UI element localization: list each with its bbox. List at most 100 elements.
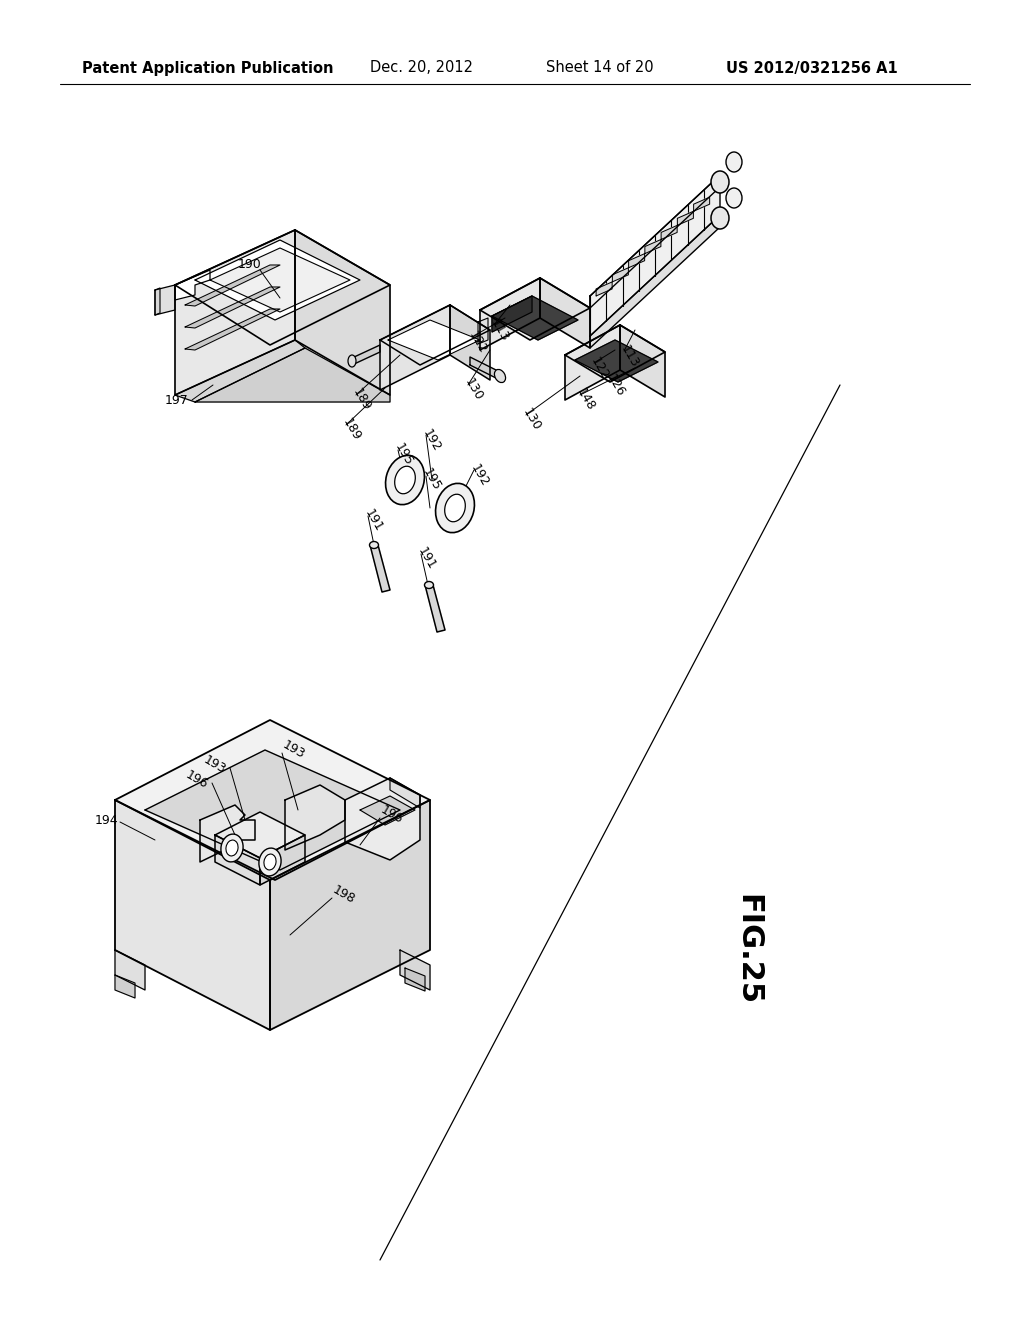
Ellipse shape [711,172,729,193]
Polygon shape [620,325,665,397]
Text: 122: 122 [466,329,489,355]
Text: 197: 197 [164,393,188,407]
Polygon shape [612,268,629,281]
Text: 195: 195 [392,441,415,469]
Ellipse shape [726,152,742,172]
Polygon shape [478,318,488,345]
Polygon shape [185,265,280,306]
Polygon shape [406,968,425,991]
Ellipse shape [435,483,474,533]
Polygon shape [388,319,480,360]
Text: 192: 192 [468,462,492,488]
Polygon shape [200,805,255,862]
Ellipse shape [711,207,729,228]
Polygon shape [175,230,390,345]
Polygon shape [677,211,693,226]
Text: FIG.25: FIG.25 [733,895,763,1006]
Polygon shape [480,279,540,350]
Text: 122: 122 [588,355,611,381]
Ellipse shape [221,834,243,862]
Polygon shape [270,800,430,1030]
Ellipse shape [386,455,425,504]
Polygon shape [295,230,390,395]
Polygon shape [210,248,350,312]
Polygon shape [565,325,665,381]
Ellipse shape [425,582,433,589]
Text: 189: 189 [340,417,364,444]
Polygon shape [115,950,145,990]
Text: 195: 195 [420,466,443,494]
Polygon shape [629,253,645,268]
Ellipse shape [370,541,379,549]
Text: 191: 191 [362,507,385,533]
Ellipse shape [726,187,742,209]
Polygon shape [662,226,677,239]
Polygon shape [285,785,345,850]
Polygon shape [390,777,420,808]
Polygon shape [450,305,490,380]
Polygon shape [565,325,620,400]
Polygon shape [185,286,280,327]
Polygon shape [345,777,420,861]
Polygon shape [195,240,360,319]
Polygon shape [380,305,490,366]
Text: 130: 130 [462,376,485,404]
Polygon shape [115,719,430,880]
Text: Sheet 14 of 20: Sheet 14 of 20 [546,61,653,75]
Polygon shape [155,285,175,315]
Polygon shape [400,950,430,990]
Polygon shape [596,282,612,296]
Polygon shape [175,271,210,300]
Polygon shape [575,341,658,381]
Polygon shape [352,345,380,366]
Polygon shape [260,836,305,884]
Text: US 2012/0321256 A1: US 2012/0321256 A1 [726,61,898,75]
Polygon shape [645,239,660,253]
Text: 126: 126 [604,371,627,399]
Polygon shape [492,296,578,341]
Ellipse shape [264,854,276,870]
Polygon shape [215,812,305,858]
Text: Dec. 20, 2012: Dec. 20, 2012 [370,61,473,75]
Text: 113: 113 [618,342,641,370]
Text: 198: 198 [330,883,357,907]
Polygon shape [115,975,135,998]
Text: 194: 194 [94,813,118,826]
Polygon shape [175,230,295,395]
Ellipse shape [495,370,506,383]
Polygon shape [360,796,415,825]
Ellipse shape [444,494,465,521]
Text: 193: 193 [280,738,307,762]
Polygon shape [590,215,720,348]
Polygon shape [370,545,390,591]
Text: 148: 148 [574,387,597,413]
Polygon shape [425,585,445,632]
Polygon shape [470,356,500,380]
Ellipse shape [348,355,356,367]
Polygon shape [380,305,450,389]
Ellipse shape [226,840,238,855]
Text: Patent Application Publication: Patent Application Publication [82,61,334,75]
Polygon shape [480,279,590,341]
Polygon shape [115,800,270,1030]
Text: 193: 193 [201,754,228,776]
Polygon shape [145,750,400,870]
Polygon shape [175,341,305,403]
Text: 196: 196 [183,768,210,792]
Text: 191: 191 [415,545,438,572]
Polygon shape [185,309,280,350]
Polygon shape [540,279,590,348]
Ellipse shape [259,847,282,876]
Polygon shape [195,348,390,403]
Text: 192: 192 [420,426,443,454]
Text: 130: 130 [520,407,543,433]
Ellipse shape [394,466,416,494]
Text: 196: 196 [378,804,404,826]
Polygon shape [155,288,160,315]
Polygon shape [215,836,260,884]
Polygon shape [590,176,720,308]
Text: 113: 113 [488,317,511,343]
Text: 190: 190 [238,259,262,272]
Polygon shape [590,176,720,337]
Text: 189: 189 [350,387,373,413]
